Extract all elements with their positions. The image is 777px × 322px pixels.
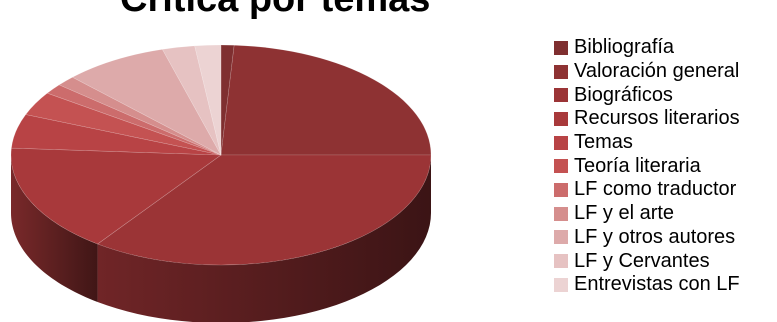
- pie-side-walls: [11, 155, 431, 322]
- legend-label: Recursos literarios: [574, 107, 740, 130]
- legend-item: Entrevistas con LF: [554, 273, 740, 297]
- pie-side-recursos-literarios: [11, 155, 98, 302]
- legend-item: LF como traductor: [554, 178, 740, 202]
- pie-slice-temas: [11, 114, 222, 156]
- legend-swatch: [554, 277, 568, 292]
- pie-slice-lf-y-otros-autores: [71, 49, 222, 156]
- legend-swatch: [554, 88, 568, 103]
- legend-label: LF como traductor: [574, 178, 737, 201]
- legend-swatch: [554, 135, 568, 150]
- legend-label: Temas: [574, 131, 633, 154]
- pie-slice-bibliograf-a: [220, 44, 235, 156]
- legend-label: LF y Cervantes: [574, 249, 710, 272]
- legend-swatch: [554, 40, 568, 55]
- legend-label: Entrevistas con LF: [574, 273, 740, 296]
- pie-slice-lf-y-el-arte: [58, 76, 222, 156]
- legend-swatch: [554, 159, 568, 174]
- legend-swatch: [554, 254, 568, 269]
- legend-item: LF y otros autores: [554, 226, 740, 250]
- legend-item: Recursos literarios: [554, 107, 740, 131]
- legend-label: LF y otros autores: [574, 225, 736, 248]
- legend-label: Teoría literaria: [574, 154, 701, 177]
- legend-item: LF y Cervantes: [554, 249, 740, 273]
- pie-slice-biogr-ficos: [96, 154, 432, 266]
- legend-swatch: [554, 206, 568, 221]
- pie-slice-recursos-literarios: [10, 147, 222, 245]
- pie-slice-teor-a-literaria: [25, 92, 222, 156]
- legend-item: Temas: [554, 131, 740, 155]
- legend-label: Bibliografía: [574, 36, 675, 59]
- pie-slice-valoraci-n-general: [220, 44, 432, 156]
- legend-swatch: [554, 182, 568, 197]
- pie-side-biogr-ficos: [97, 155, 431, 322]
- legend-label: Biográficos: [574, 83, 673, 106]
- legend-item: LF y el arte: [554, 202, 740, 226]
- pie-slice-lf-y-cervantes: [161, 45, 222, 156]
- legend: Bibliografía Valoración general Biográfico…: [554, 36, 740, 297]
- legend-swatch: [554, 111, 568, 126]
- pie-slice-lf-como-traductor: [46, 84, 222, 156]
- legend-item: Valoración general: [554, 60, 740, 84]
- legend-item: Teoría literaria: [554, 154, 740, 178]
- chart-title: Crítica por temas: [120, 0, 430, 21]
- pie-top-faces: [10, 44, 432, 266]
- legend-swatch: [554, 230, 568, 245]
- pie-slice-entrevistas-con-lf: [194, 44, 222, 156]
- legend-item: Bibliografía: [554, 36, 740, 60]
- legend-swatch: [554, 64, 568, 79]
- legend-item: Biográficos: [554, 83, 740, 107]
- legend-label: LF y el arte: [574, 202, 675, 225]
- legend-label: Valoración general: [574, 60, 740, 83]
